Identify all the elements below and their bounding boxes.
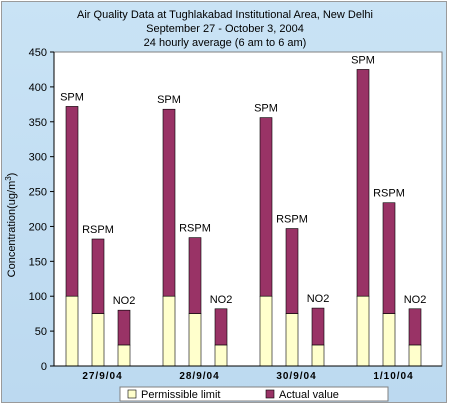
y-tick-label: 350	[29, 117, 47, 129]
bars-layer: SPM RSPM NO2 SPM RSPM NO2 SPM RSPM NO2 SPM RSPM NO2	[60, 54, 427, 367]
y-tick-label: 50	[35, 326, 47, 338]
bar-permissible-limit	[259, 295, 273, 367]
legend: Permissible limit Actual value	[119, 386, 389, 402]
bar-label: NO2	[113, 295, 136, 307]
x-axis: 27/9/04 28/9/04 30/9/04 1/10/04	[54, 365, 442, 382]
bar-actual-value	[285, 228, 299, 314]
bar-permissible-limit	[214, 344, 228, 367]
x-category-label: 28/9/04	[179, 371, 219, 382]
bar-actual-value	[162, 108, 176, 297]
bar-permissible-limit	[91, 313, 105, 367]
legend-entry: Actual value	[279, 389, 339, 401]
y-tick-label: 300	[29, 152, 47, 164]
bar-actual-value	[188, 237, 202, 314]
bar-actual-value	[382, 202, 396, 314]
bar-label: SPM	[157, 94, 181, 106]
y-tick-label: 0	[41, 361, 47, 373]
bar-permissible-limit	[311, 344, 325, 367]
bar-label: SPM	[254, 103, 278, 115]
bar-actual-value	[117, 309, 131, 346]
y-tick-label: 100	[29, 291, 47, 303]
bar-label: RSPM	[373, 188, 405, 200]
bar-permissible-limit	[285, 313, 299, 367]
bar-actual-value	[91, 238, 105, 314]
bar-actual-value	[311, 307, 325, 346]
bar-actual-value	[408, 308, 422, 346]
bar-actual-value	[65, 106, 79, 297]
y-axis-label-end: )	[6, 173, 18, 177]
bar-label: NO2	[307, 293, 330, 305]
bar-permissible-limit	[65, 295, 79, 367]
chart-subtitle-line-1: September 27 - October 3, 2004	[146, 23, 304, 35]
chart-subtitle-line-2: 24 hourly average (6 am to 6 am)	[144, 37, 307, 49]
bar-permissible-limit	[188, 313, 202, 367]
y-tick-label: 200	[29, 221, 47, 233]
y-axis-label: Concentration(ug/m3)	[4, 173, 18, 278]
y-tick-label: 250	[29, 187, 47, 199]
bar-label: RSPM	[82, 224, 114, 236]
chart-title: Air Quality Data at Tughlakabad Institut…	[77, 9, 373, 21]
x-category-label: 27/9/04	[82, 371, 122, 382]
legend-box	[119, 386, 389, 402]
bar-label: SPM	[60, 91, 84, 103]
bar-permissible-limit	[162, 295, 176, 367]
bar-actual-value	[356, 69, 370, 297]
legend-swatch	[265, 389, 275, 399]
x-category-label: 1/10/04	[373, 371, 413, 382]
x-category-label: 30/9/04	[276, 371, 316, 382]
bar-permissible-limit	[382, 313, 396, 367]
bar-permissible-limit	[356, 295, 370, 367]
legend-swatch	[127, 389, 137, 399]
bar-label: RSPM	[179, 223, 211, 235]
bar-permissible-limit	[408, 344, 422, 367]
bar-label: NO2	[404, 294, 427, 306]
bar-label: RSPM	[276, 214, 308, 226]
y-tick-label: 150	[29, 256, 47, 268]
bar-label: NO2	[210, 294, 233, 306]
y-tick-label: 400	[29, 82, 47, 94]
y-axis-label-sup: 3	[4, 176, 13, 181]
legend-entry: Permissible limit	[141, 389, 220, 401]
y-axis-label-main: Concentration(ug/m	[6, 181, 18, 278]
bar-permissible-limit	[117, 344, 131, 367]
y-tick-label: 450	[29, 47, 47, 59]
bar-label: SPM	[351, 54, 375, 66]
y-axis: 0 50 100 150 200 250 300 350 400 450	[29, 47, 55, 373]
chart-title-group: Air Quality Data at Tughlakabad Institut…	[77, 9, 373, 49]
bar-actual-value	[259, 117, 273, 297]
bar-actual-value	[214, 308, 228, 346]
